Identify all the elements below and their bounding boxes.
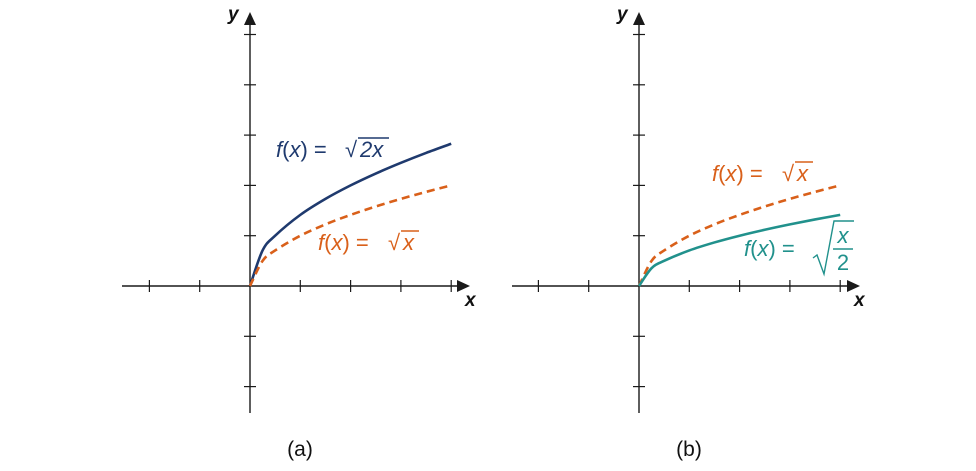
svg-text:f(x) =: f(x) = [712, 161, 763, 186]
panel-b-x-arrowhead [847, 280, 860, 292]
panel-b-series-sqrt-x-over-2 [637, 213, 841, 287]
panel-b-ticks [537, 33, 841, 388]
panel-a-y-axis-label: y [227, 4, 240, 25]
panel-a: x y f(x) = √ 2x f(x) = √ x (a) [122, 4, 477, 461]
panel-b-label-sqrt-x-radicand: x [796, 161, 809, 186]
panel-a-x-axis-label: x [464, 290, 477, 311]
panel-a-label-sqrt-2x: f(x) = √ 2x [276, 137, 389, 162]
panel-b-y-arrowhead [633, 12, 645, 25]
panel-a-label-sqrt-2x-radicand: 2x [359, 137, 384, 162]
panel-b-label-sqrt-x-radical: √ [782, 161, 795, 186]
panel-a-label-sqrt-2x-radical: √ [345, 137, 358, 162]
panel-a-series-sqrt-2x [248, 142, 452, 287]
panel-b-label-sqrt-x-over-2-radical [812, 220, 854, 277]
panel-b-caption: (b) [676, 438, 702, 461]
panel-b-label-sqrt-x: f(x) = √ x [712, 161, 813, 186]
panel-b-y-axis-label: y [616, 4, 629, 25]
panel-a-label-sqrt-x-radicand: x [402, 230, 415, 255]
panel-a-y-arrowhead [244, 12, 256, 25]
panel-a-caption: (a) [287, 438, 313, 461]
svg-text:f(x) =: f(x) = [318, 230, 369, 255]
panel-a-ticks [148, 33, 452, 388]
panel-a-label-sqrt-x-radical: √ [388, 230, 401, 255]
panel-a-label-sqrt-x: f(x) = √ x [318, 230, 419, 255]
panel-b-label-radicand-denominator: 2 [837, 250, 849, 275]
panel-b: x y f(x) = √ x f(x) = x 2 (b) [512, 4, 866, 461]
panel-b-x-axis-label: x [853, 290, 866, 311]
svg-text:f(x) =: f(x) = [744, 236, 795, 261]
panel-b-label-radicand-numerator: x [837, 223, 850, 248]
panel-b-label-sqrt-x-over-2: f(x) = x 2 [744, 220, 854, 277]
svg-text:f(x) =: f(x) = [276, 137, 327, 162]
panel-a-x-arrowhead [457, 280, 470, 292]
